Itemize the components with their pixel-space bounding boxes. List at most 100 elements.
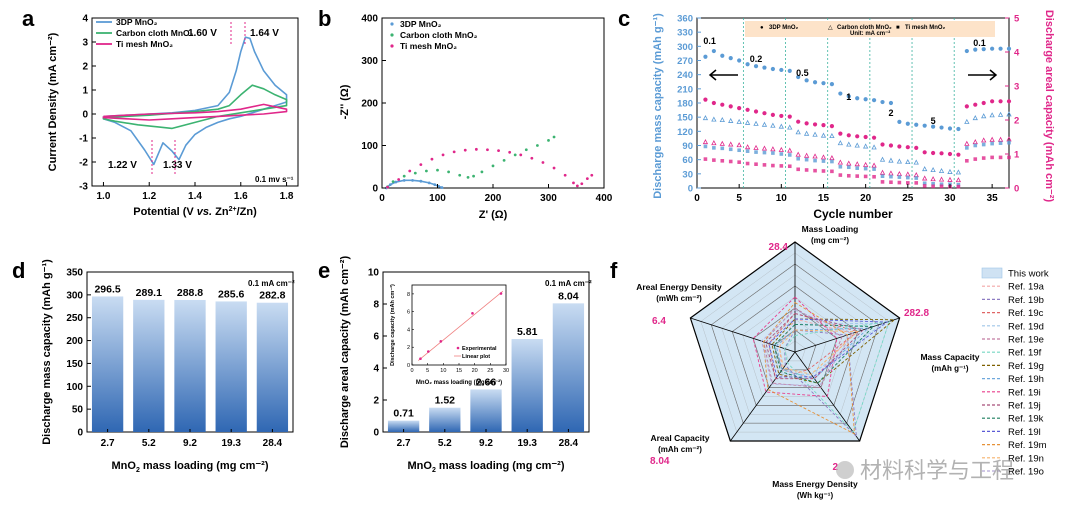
data-point-c	[922, 123, 927, 128]
data-point-c	[888, 100, 894, 106]
data-point-b	[394, 180, 398, 184]
panel-letter-e: e	[318, 258, 330, 283]
ytick-label: 10	[368, 268, 380, 279]
data-point-c	[1006, 46, 1012, 51]
series-line-a	[102, 84, 288, 130]
inset-point	[471, 312, 474, 315]
ytick-label-b: 0	[372, 184, 378, 195]
data-point-b	[486, 148, 489, 152]
data-point-c	[947, 126, 953, 131]
inset-point	[499, 292, 503, 295]
data-point-c	[846, 160, 852, 166]
ytick-label-c: 360	[677, 14, 693, 25]
data-point-c	[981, 142, 986, 147]
data-point-c	[829, 132, 835, 139]
data-point-c	[913, 172, 919, 178]
data-point-c	[846, 173, 851, 178]
data-point-c	[872, 167, 876, 171]
data-point-c	[981, 47, 986, 52]
xlabel-c: Cycle number	[813, 207, 893, 221]
data-point-b	[530, 156, 534, 160]
data-point-c	[981, 113, 987, 119]
data-point-c	[720, 159, 725, 163]
xtick-label: 19.3	[221, 438, 241, 449]
legend-label-f: Ref. 19f	[1008, 348, 1042, 359]
legend-label-f: Ref. 19i	[1008, 387, 1041, 398]
series-line-a	[102, 36, 288, 166]
rate-label-c: 0.1	[703, 36, 716, 46]
radar-axis-value: 28.4	[769, 242, 789, 253]
data-point-c	[981, 137, 987, 143]
bar-value-label: 0.71	[393, 408, 414, 420]
data-point-c	[896, 171, 903, 177]
panel-d-bar-chart: 296.5 289.1 288.8 285.6 282.8 2.7 5.2 9.2 19.3 2…	[41, 259, 295, 474]
radar-grid-ring-minor	[784, 340, 806, 362]
data-point-c	[956, 152, 961, 157]
radar-axis-unit: (Wh kg⁻¹)	[797, 491, 834, 500]
data-point-c	[973, 102, 978, 107]
data-point-c	[922, 184, 927, 188]
legend-label-b: 3DP MnO₂	[400, 19, 442, 29]
ytick-label: 0	[373, 428, 379, 439]
inset-legend-marker	[456, 346, 460, 350]
data-point-b	[402, 178, 406, 182]
xlabel-a: Potential (V vs. Zn2+/Zn)	[133, 206, 257, 218]
legend-label-a: 3DP MnO₂	[116, 17, 158, 27]
ytick-label-c: 90	[682, 141, 693, 152]
inset-legend-label: Linear plot	[462, 354, 490, 360]
panel-e-inset: 0 5 10 15 20 25 30 0 2 4 6 8 Discharge capacity (mA…	[389, 284, 509, 386]
y2tick-label-c: 4	[1014, 48, 1020, 59]
data-point-b	[497, 149, 500, 153]
data-point-c	[787, 153, 792, 157]
data-point-c	[956, 182, 961, 187]
data-point-c	[871, 135, 877, 140]
data-point-c	[719, 140, 725, 146]
inset-ytick-label: 6	[407, 310, 410, 316]
data-point-c	[972, 139, 978, 145]
data-point-b	[447, 170, 450, 174]
data-point-b	[508, 150, 512, 154]
inset-point	[419, 357, 422, 360]
data-point-c	[812, 122, 818, 127]
data-point-c	[736, 118, 742, 124]
data-point-b	[463, 148, 467, 152]
legend-label-f: Ref. 19h	[1008, 374, 1044, 385]
data-point-c	[914, 122, 919, 127]
data-point-c	[821, 81, 826, 86]
legend-label-f: Ref. 19c	[1008, 308, 1044, 319]
data-point-c	[998, 46, 1003, 51]
data-point-c	[830, 169, 834, 174]
data-point-c	[990, 141, 994, 146]
inset-point	[426, 350, 430, 353]
radar-grid-ring-minor	[700, 252, 890, 433]
data-point-c	[796, 167, 800, 172]
ref-polygon	[763, 301, 855, 435]
radar-axis	[690, 317, 796, 353]
inset-xtick-label: 15	[456, 368, 462, 374]
legend-marker-c: ■	[896, 25, 900, 31]
data-point-b	[425, 169, 428, 173]
legend-label-f: Ref. 19o	[1008, 467, 1044, 478]
radar-axis-value: 6.4	[652, 316, 666, 327]
panel-letter-a: a	[22, 6, 35, 31]
data-point-c	[762, 111, 767, 116]
ytick-label-c: 120	[677, 127, 693, 138]
data-point-c	[821, 169, 826, 173]
xtick-label: 5.2	[438, 438, 452, 449]
data-point-c	[938, 167, 945, 174]
xtick-label-c: 20	[860, 193, 872, 204]
data-point-c	[939, 182, 944, 187]
ytick-label-a: 1	[82, 86, 88, 97]
data-point-c	[838, 91, 843, 96]
data-point-c	[711, 116, 717, 122]
data-point-c	[703, 144, 708, 149]
data-point-c	[947, 168, 953, 174]
data-point-c	[965, 146, 969, 150]
rate-label-c: 0.2	[750, 54, 763, 64]
data-point-c	[863, 174, 868, 179]
data-point-c	[720, 146, 725, 151]
data-point-b	[430, 157, 434, 161]
data-point-c	[795, 129, 801, 135]
data-point-c	[896, 158, 903, 164]
legend-swatch-f	[981, 267, 1003, 279]
